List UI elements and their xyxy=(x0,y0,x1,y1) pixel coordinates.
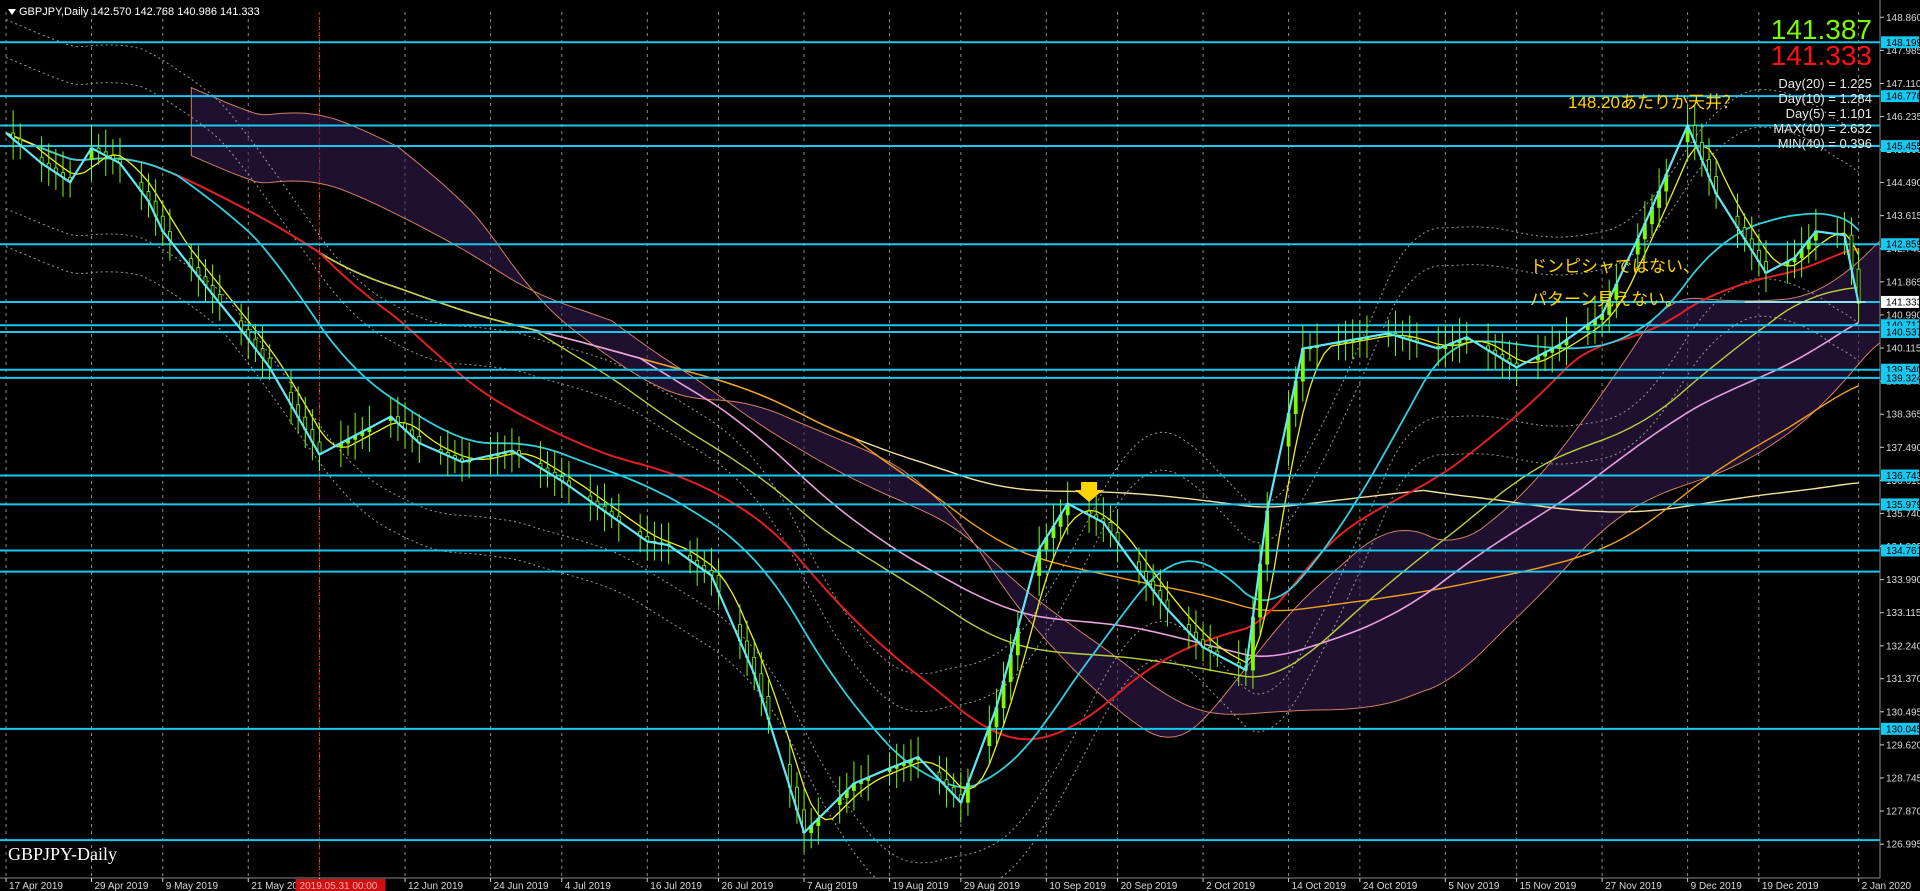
price-tick-label: 131.370 xyxy=(1886,674,1920,685)
level-price-label: 139.324 xyxy=(1886,373,1920,384)
date-tick-label: 29 Aug 2019 xyxy=(964,881,1021,891)
date-tick-label: 24 Jun 2019 xyxy=(494,881,549,891)
vline-marker-badge xyxy=(295,879,386,891)
price-tick-label: 144.490 xyxy=(1886,178,1920,189)
annotation-top: 148.20あたりか天井？ xyxy=(1568,93,1739,112)
ma-45-line xyxy=(5,132,1859,741)
price-tick-label: 133.115 xyxy=(1886,608,1920,619)
level-price-label: 142.859 xyxy=(1886,240,1920,251)
date-tick-label: 15 Nov 2019 xyxy=(1520,881,1577,891)
level-price-badge xyxy=(1881,544,1919,557)
envelope-line xyxy=(5,56,1859,712)
price-tick-label: 143.615 xyxy=(1886,211,1920,222)
stat-day20: Day(20) = 1.225 xyxy=(1778,76,1872,91)
level-price-label: 146.776 xyxy=(1886,92,1920,103)
price-tick-label: 147.985 xyxy=(1886,46,1920,57)
down-arrow-icon xyxy=(1075,482,1104,503)
chart-header: GBPJPY,Daily 142.570 142.768 140.986 141… xyxy=(8,6,260,18)
price-tick-label: 133.990 xyxy=(1886,575,1920,586)
symbol-label: GBPJPY-Daily xyxy=(8,844,118,864)
level-price-badge xyxy=(1881,36,1919,49)
level-price-badge xyxy=(1881,238,1919,251)
price-tick-label: 148.860 xyxy=(1886,13,1920,24)
date-tick-label: 2 Oct 2019 xyxy=(1206,881,1255,891)
bid-price: 141.387 xyxy=(1770,14,1872,45)
zigzag-line xyxy=(5,122,1860,835)
level-price-label: 135.979 xyxy=(1886,500,1920,511)
level-price-label: 141.333 xyxy=(1886,297,1920,308)
menu-triangle-icon[interactable] xyxy=(8,9,16,16)
price-tick-label: 146.235 xyxy=(1886,112,1920,123)
date-tick-label: 4 Jul 2019 xyxy=(565,881,612,891)
date-tick-label: 27 Nov 2019 xyxy=(1605,881,1662,891)
level-price-badge xyxy=(1881,90,1919,103)
vline-marker-label: 2019.05.31 00:00 xyxy=(300,881,378,891)
ask-price: 141.333 xyxy=(1770,40,1872,71)
price-tick-label: 137.490 xyxy=(1886,443,1920,454)
level-price-badge xyxy=(1881,140,1919,153)
date-axis xyxy=(0,878,1920,891)
date-tick-label: 9 May 2019 xyxy=(166,881,219,891)
price-tick-label: 141.865 xyxy=(1886,277,1920,288)
date-tick-label: 26 Jul 2019 xyxy=(722,881,774,891)
price-tick-label: 147.110 xyxy=(1886,79,1920,90)
envelope-line xyxy=(5,208,1859,864)
date-tick-label: 29 Apr 2019 xyxy=(95,881,149,891)
date-tick-label: 7 Aug 2019 xyxy=(807,881,858,891)
date-tick-label: 5 Nov 2019 xyxy=(1448,881,1500,891)
price-tick-label: 126.995 xyxy=(1886,840,1920,851)
date-tick-label: 16 Jul 2019 xyxy=(650,881,702,891)
price-tick-label: 129.620 xyxy=(1886,740,1920,751)
level-price-badge xyxy=(1881,295,1919,308)
level-price-badge xyxy=(1881,469,1919,482)
price-tick-label: 140.115 xyxy=(1886,344,1920,355)
date-tick-label: 24 Oct 2019 xyxy=(1363,881,1418,891)
stat-day5: Day(5) = 1.101 xyxy=(1785,106,1872,121)
ohlc-values: 142.570 142.768 140.986 141.333 xyxy=(91,6,260,18)
stat-max40: MAX(40) = 2.632 xyxy=(1773,121,1872,136)
ichimoku-cloud xyxy=(190,86,1920,738)
symbol-timeframe: GBPJPY,Daily xyxy=(19,6,89,18)
date-tick-label: 12 Jun 2019 xyxy=(408,881,463,891)
date-tick-label: 14 Oct 2019 xyxy=(1292,881,1347,891)
price-tick-label: 140.990 xyxy=(1886,310,1920,321)
price-tick-label: 132.240 xyxy=(1886,641,1920,652)
date-tick-label: 9 Dec 2019 xyxy=(1691,881,1743,891)
envelope-line xyxy=(5,19,1859,675)
date-tick-label: 19 Dec 2019 xyxy=(1762,881,1819,891)
level-price-label: 145.455 xyxy=(1886,142,1920,153)
level-price-badge xyxy=(1881,498,1919,511)
price-tick-label: 128.745 xyxy=(1886,773,1920,784)
date-tick-label: 19 Aug 2019 xyxy=(893,881,950,891)
level-price-label: 130.045 xyxy=(1886,724,1920,735)
level-price-label: 140.537 xyxy=(1886,328,1920,339)
date-tick-label: 17 Apr 2019 xyxy=(9,881,63,891)
range-stats: Day(20) = 1.225 Day(10) = 1.284 Day(5) =… xyxy=(1773,76,1872,151)
annotation-line2: パターン見えない。 xyxy=(1530,290,1683,309)
price-tick-label: 135.740 xyxy=(1886,509,1920,520)
level-price-badge xyxy=(1881,326,1919,339)
level-price-label: 148.199 xyxy=(1886,38,1920,49)
ma-5-line xyxy=(5,132,1860,821)
level-price-label: 136.743 xyxy=(1886,471,1920,482)
level-price-badge xyxy=(1881,722,1919,735)
stat-day10: Day(10) = 1.284 xyxy=(1778,91,1872,106)
price-tick-label: 127.870 xyxy=(1886,807,1920,818)
level-price-label: 139.540 xyxy=(1886,365,1920,376)
annotation-line1: ドンピシャではない、 xyxy=(1530,257,1700,276)
date-tick-label: 21 May 2019 xyxy=(251,881,309,891)
date-tick-label: 20 Sep 2019 xyxy=(1121,881,1178,891)
ma-25-line xyxy=(5,132,1860,789)
date-tick-label: 10 Sep 2019 xyxy=(1049,881,1106,891)
stat-min40: MIN(40) = 0.396 xyxy=(1777,136,1872,151)
price-tick-label: 130.495 xyxy=(1886,707,1920,718)
level-price-label: 134.761 xyxy=(1886,546,1920,557)
date-tick-label: 2 Jan 2020 xyxy=(1862,881,1912,891)
level-price-badge xyxy=(1881,371,1919,384)
price-tick-label: 138.365 xyxy=(1886,410,1920,421)
